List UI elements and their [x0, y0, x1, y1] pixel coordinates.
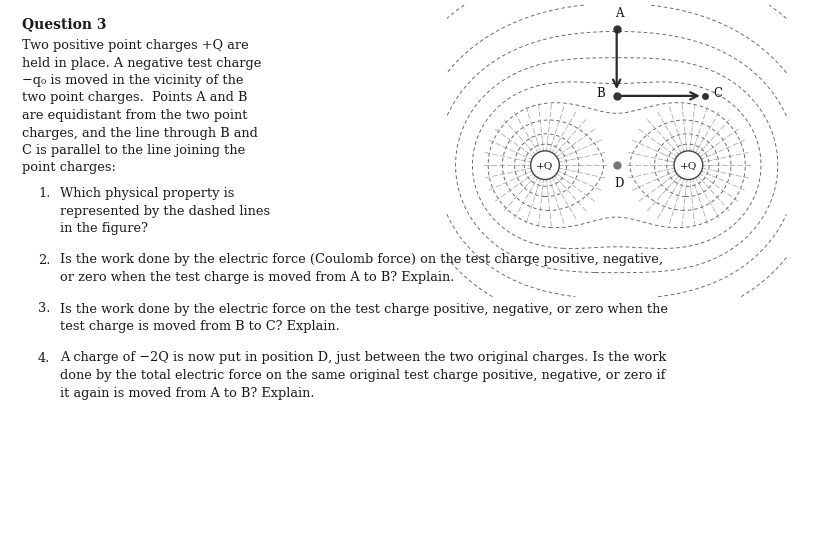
Text: done by the total electric force on the same original test charge positive, nega: done by the total electric force on the … [60, 369, 666, 382]
Point [610, 161, 624, 169]
Point [610, 161, 624, 169]
Text: are equidistant from the two point: are equidistant from the two point [22, 109, 247, 122]
Text: D: D [615, 177, 624, 190]
Text: Two positive point charges +​Q are: Two positive point charges +​Q are [22, 39, 249, 52]
Text: +Q: +Q [680, 161, 697, 170]
Text: or zero when the test charge is moved from ​A​ to ​B​? Explain.: or zero when the test charge is moved fr… [60, 271, 455, 284]
Text: A: A [615, 7, 624, 20]
Text: 1.: 1. [38, 187, 50, 200]
Text: Question 3: Question 3 [22, 17, 106, 31]
Text: −q₀ is moved in the vicinity of the: −q₀ is moved in the vicinity of the [22, 74, 243, 87]
Text: C: C [714, 87, 723, 100]
Point [610, 161, 624, 169]
Circle shape [674, 151, 703, 179]
Text: Is the work done by the electric force (Coulomb force) on the test charge positi: Is the work done by the electric force (… [60, 254, 663, 266]
Point [610, 161, 624, 169]
Text: charges, and the line through ​B​ and: charges, and the line through ​B​ and [22, 127, 258, 139]
Point [610, 161, 624, 169]
Point [610, 161, 624, 169]
Text: 3.: 3. [38, 302, 50, 316]
Point [610, 161, 624, 169]
Text: it again is moved from ​A​ to ​B​? Explain.: it again is moved from ​A​ to ​B​? Expla… [60, 387, 314, 399]
Text: 4.: 4. [38, 351, 50, 365]
Text: B: B [596, 87, 605, 100]
Point [610, 161, 624, 169]
Text: held in place. A negative test charge: held in place. A negative test charge [22, 57, 262, 69]
Text: 2.: 2. [38, 254, 50, 266]
Text: ​C​ is parallel to the line joining the: ​C​ is parallel to the line joining the [22, 144, 245, 157]
Text: test charge is moved from ​B​ to ​C​? Explain.: test charge is moved from ​B​ to ​C​? Ex… [60, 320, 340, 333]
Text: represented by the dashed lines: represented by the dashed lines [60, 205, 270, 217]
Text: A charge of −2Q is now put in position ​D​, just between the two original charge: A charge of −2Q is now put in position ​… [60, 351, 667, 365]
Circle shape [530, 151, 559, 179]
Text: Which physical property is: Which physical property is [60, 187, 234, 200]
Text: in the figure?: in the figure? [60, 222, 148, 235]
Text: Is the work done by the electric force on the test charge positive, negative, or: Is the work done by the electric force o… [60, 302, 668, 316]
Point [610, 161, 624, 169]
Point [610, 161, 624, 169]
Point [610, 161, 624, 169]
Text: +Q: +Q [536, 161, 554, 170]
Text: point charges:: point charges: [22, 161, 116, 175]
Text: two point charges.  Points ​A​ and ​B: two point charges. Points ​A​ and ​B [22, 91, 247, 105]
Point [610, 161, 624, 169]
Point [610, 161, 624, 169]
